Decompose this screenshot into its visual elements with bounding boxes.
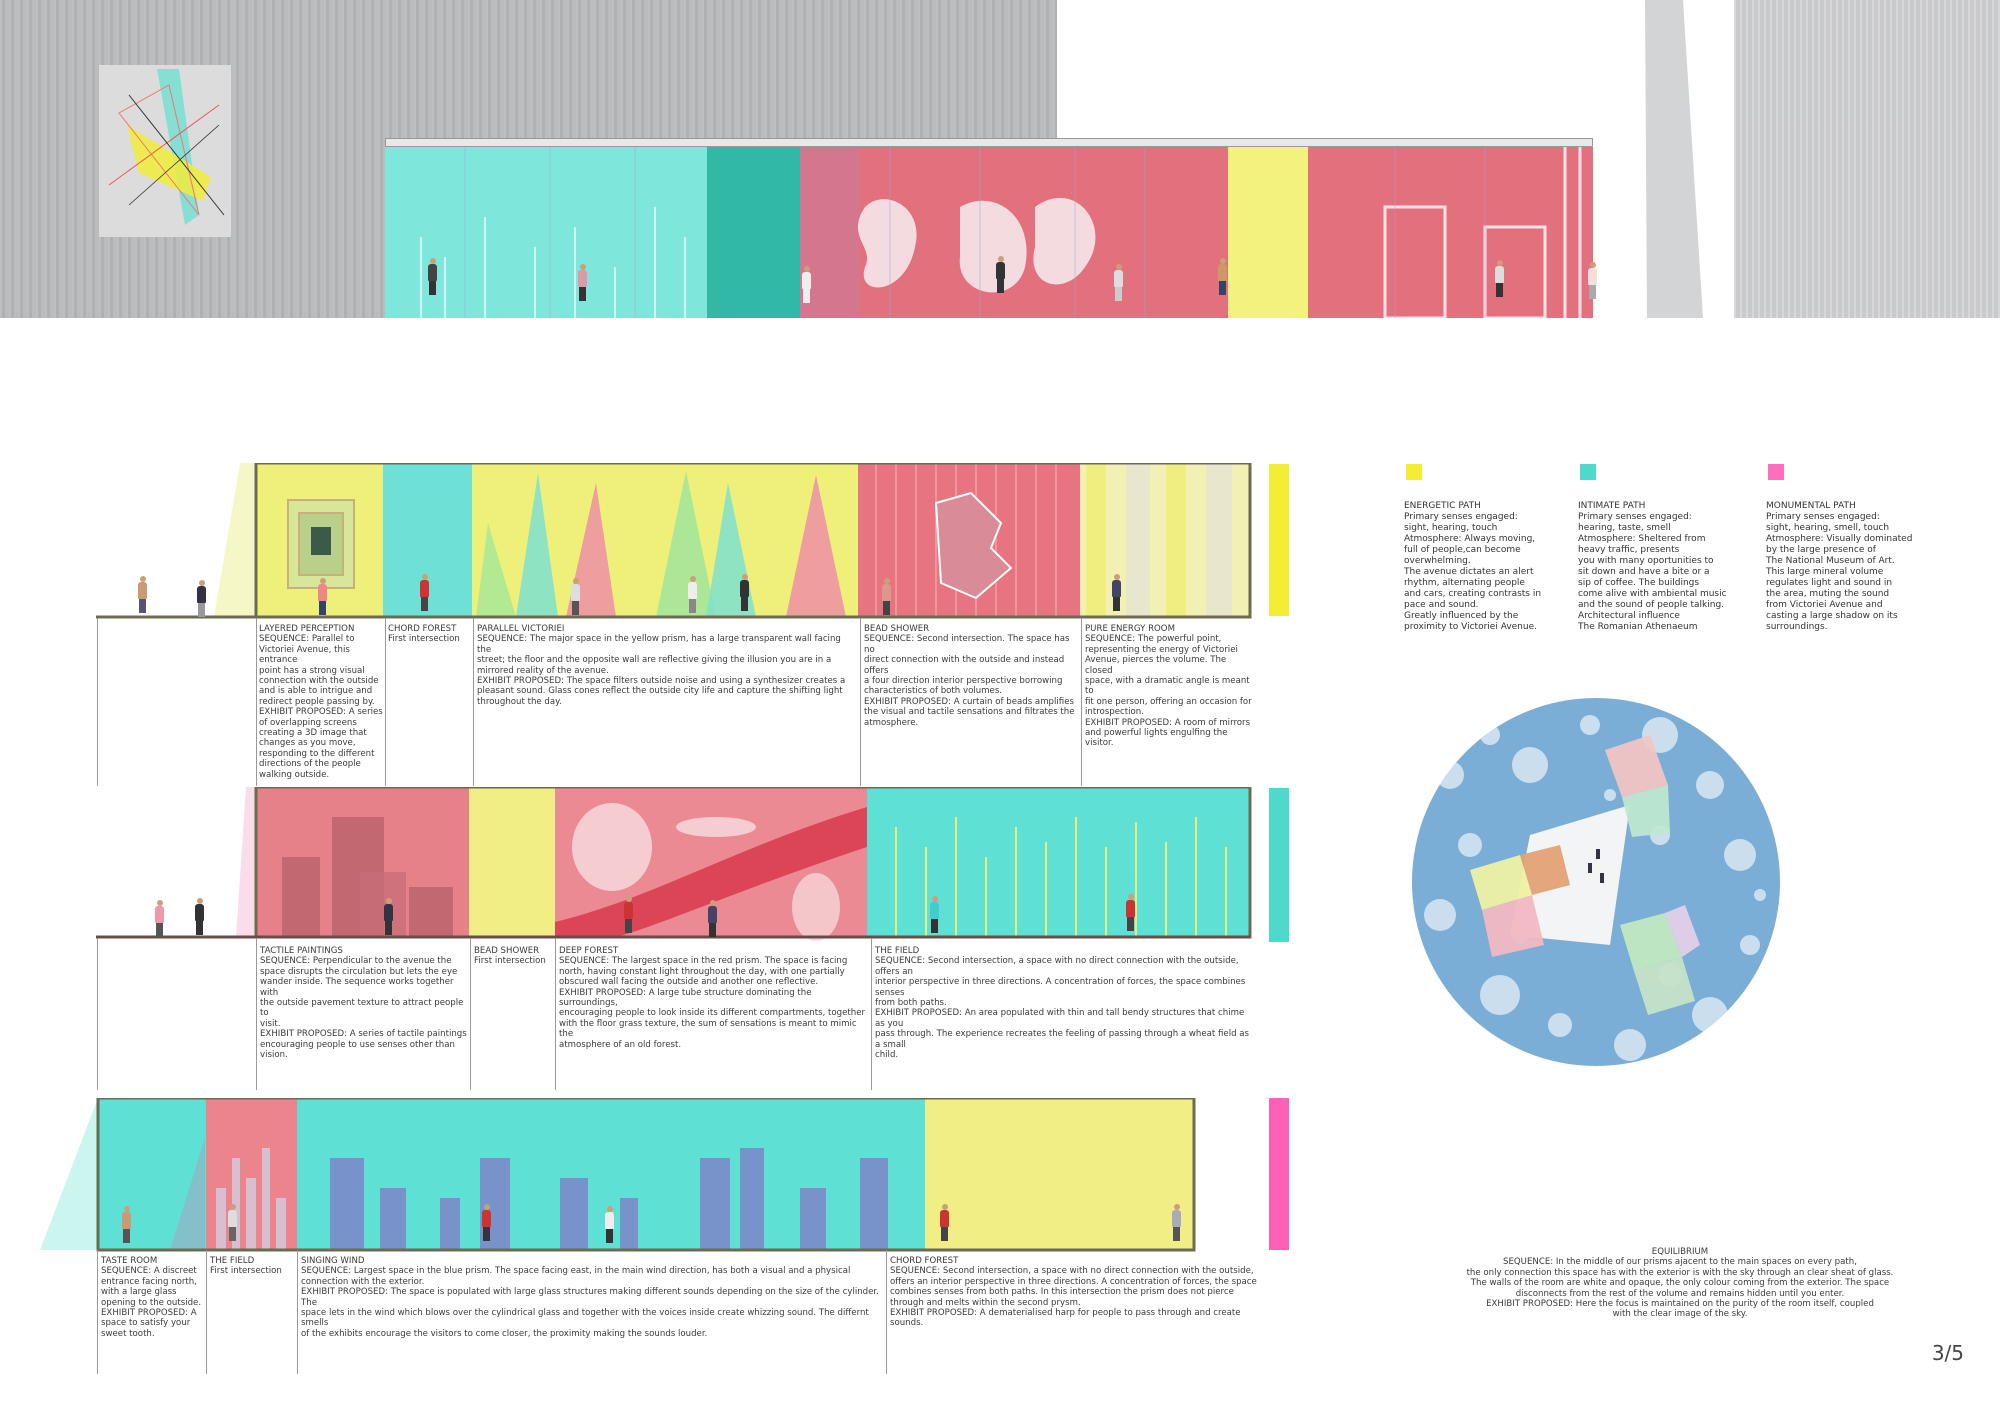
row2-desc-tactile-paintings: TACTILE PAINTINGS SEQUENCE: Perpendicular… [260,946,467,1061]
person-figure [1112,574,1121,611]
row2-section [96,787,1252,941]
row3-desc-singing-wind: SINGING WIND SEQUENCE: Largest space in t… [301,1256,879,1339]
row1-desc-layered-perception: LAYERED PERCEPTION SEQUENCE: Parallel to … [259,624,383,780]
elevation-facade [385,147,1593,318]
divider [385,618,386,786]
person-figure [420,574,429,611]
concrete-facade-right [1734,0,2000,318]
sculpture-panel [99,65,231,237]
legend-title: ENERGETIC PATH [1404,501,1481,511]
sculpture-drawing [108,69,225,225]
row3-path-bar [1269,1098,1289,1250]
divider [297,1250,298,1374]
person-figure [1218,258,1227,295]
row1-desc-chord-forest: CHORD FOREST First intersection [388,624,460,645]
legend-swatch-monumental [1768,464,1784,480]
legend-body: Primary senses engaged: hearing, taste, … [1578,512,1727,632]
page-number: 3/5 [1931,1341,1964,1365]
legend-title: INTIMATE PATH [1578,501,1646,511]
equilibrium-text: EQUILIBRIUM SEQUENCE: In the middle of o… [1466,1247,1894,1320]
person-figure [197,580,206,617]
person-figure [571,578,580,615]
person-figure [1172,1204,1181,1241]
divider [97,618,98,786]
person-figure [708,900,717,937]
legend-intimate: INTIMATE PATH Primary senses engaged: hea… [1578,490,1748,633]
row1-desc-pure-energy-room: PURE ENERGY ROOM SEQUENCE: The powerful p… [1085,624,1252,749]
row1-desc-bead-shower: BEAD SHOWER SEQUENCE: Second intersection… [864,624,1075,728]
divider [206,1250,207,1374]
divider [256,618,257,786]
divider [473,618,474,786]
row3-desc-chord-forest: CHORD FOREST SEQUENCE: Second intersectio… [890,1256,1257,1329]
person-figure [195,898,204,935]
person-figure [122,1206,131,1243]
person-figure [802,266,811,303]
row1-path-bar [1269,464,1289,616]
legend-energetic: ENERGETIC PATH Primary senses engaged: si… [1404,490,1564,633]
person-figure [882,578,891,615]
divider [97,938,98,1090]
elevation-roof [385,138,1593,147]
divider [256,938,257,1090]
person-figure [384,898,393,935]
row2-desc-deep-forest: DEEP FOREST SEQUENCE: The largest space i… [559,946,866,1050]
person-figure [428,258,437,295]
person-figure [996,256,1005,293]
divider [886,1250,887,1374]
person-figure [740,574,749,611]
person-figure [1114,264,1123,301]
divider [470,938,471,1090]
row3-desc-the-field: THE FIELD First intersection [210,1256,282,1277]
person-figure [624,896,633,933]
row3-section [40,1098,1196,1252]
legend-swatch-intimate [1580,464,1596,480]
legend-body: Primary senses engaged: sight, hearing, … [1766,512,1913,632]
row2-path-bar [1269,788,1289,942]
legend-title: MONUMENTAL PATH [1766,501,1856,511]
person-figure [930,896,939,933]
legend-swatch-energetic [1406,464,1422,480]
divider [555,938,556,1090]
divider [1081,618,1082,786]
person-figure [578,264,587,301]
divider [871,938,872,1090]
person-figure [1126,894,1135,931]
person-figure [482,1204,491,1241]
equilibrium-plan [1412,698,1780,1066]
row2-desc-bead-shower: BEAD SHOWER First intersection [474,946,546,967]
row1-section [96,463,1252,619]
person-figure [155,900,164,937]
row1-desc-parallel-victoriei: PARALLEL VICTORIEI SEQUENCE: The major sp… [477,624,846,707]
legend-body: Primary senses engaged: sight, hearing, … [1404,512,1542,632]
person-figure [688,576,697,613]
person-figure [940,1204,949,1241]
divider [97,1250,98,1374]
person-figure [605,1206,614,1243]
legend-monumental: MONUMENTAL PATH Primary senses engaged: s… [1766,490,1936,633]
person-figure [138,576,147,613]
row3-desc-taste-room: TASTE ROOM SEQUENCE: A discreet entrance … [101,1256,202,1339]
concrete-spire [1645,0,1703,318]
divider [860,618,861,786]
person-figure [1588,262,1597,299]
person-figure [1495,260,1504,297]
person-figure [318,578,327,615]
row2-desc-the-field: THE FIELD SEQUENCE: Second intersection, … [875,946,1250,1061]
person-figure [228,1204,237,1241]
